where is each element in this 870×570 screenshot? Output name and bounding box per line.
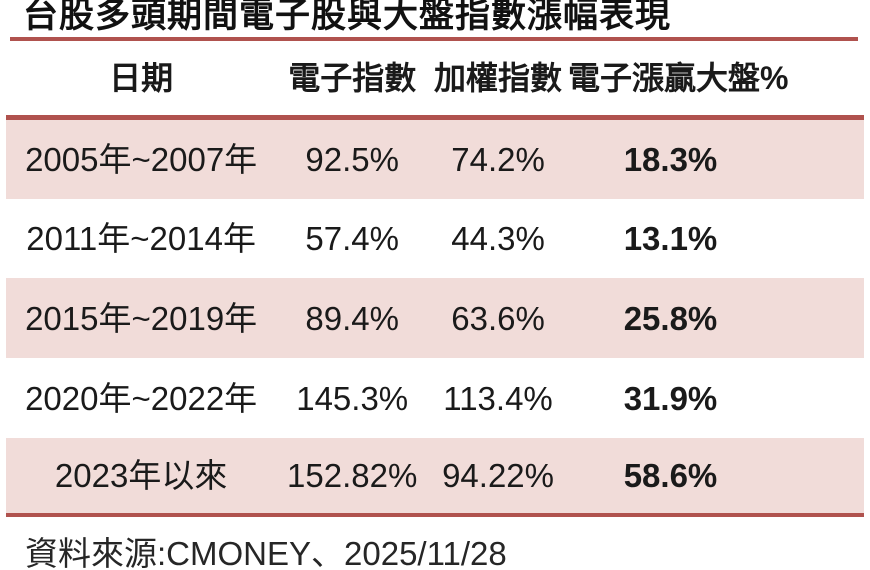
table-row: 2020年~2022年 145.3% 113.4% 31.9% [6, 358, 864, 438]
cell-weighted-index: 44.3% [451, 220, 545, 257]
cell-period: 2023年以來 [54, 457, 228, 494]
cell-weighted-index: 113.4% [443, 379, 553, 417]
source-note: 資料來源:CMONEY、2025/11/28 [25, 535, 507, 570]
performance-table: 日期 電子指數 加權指數 電子漲贏大盤% 2005年~2007年 92.5% 7… [6, 41, 864, 517]
cell-outperformance: 58.6% [623, 457, 718, 494]
cell-electronics-index: 145.3% [296, 379, 409, 417]
cell-outperformance: 31.9% [623, 379, 718, 417]
column-header-weighted-index: 加權指數 [434, 60, 563, 96]
cell-period: 2011年~2014年 [26, 220, 256, 257]
cell-weighted-index: 94.22% [442, 457, 555, 494]
cell-period: 2020年~2022年 [25, 379, 258, 417]
column-header-electronics-index: 電子指數 [288, 60, 417, 96]
column-header-outperformance: 電子漲贏大盤% [567, 60, 789, 96]
page-title: 台股多頭期間電子股與大盤指數漲幅表現 [23, 0, 672, 35]
table-row: 2005年~2007年 92.5% 74.2% 18.3% [6, 120, 864, 199]
cell-weighted-index: 63.6% [451, 299, 545, 337]
cell-weighted-index: 74.2% [451, 141, 545, 178]
table-bottom-divider [6, 513, 864, 517]
cell-period: 2005年~2007年 [25, 141, 258, 178]
table-row: 2011年~2014年 57.4% 44.3% 13.1% [6, 199, 864, 278]
header-divider [6, 115, 864, 120]
title-divider [10, 37, 858, 41]
cell-outperformance: 13.1% [623, 220, 718, 257]
table-header-row: 日期 電子指數 加權指數 電子漲贏大盤% [6, 41, 864, 115]
cell-outperformance: 25.8% [623, 299, 718, 337]
cell-electronics-index: 152.82% [287, 457, 418, 494]
cell-electronics-index: 57.4% [305, 220, 399, 257]
cell-outperformance: 18.3% [623, 141, 718, 178]
cell-electronics-index: 89.4% [305, 299, 399, 337]
table-row: 2015年~2019年 89.4% 63.6% 25.8% [6, 278, 864, 358]
cell-electronics-index: 92.5% [305, 141, 399, 178]
column-header-date: 日期 [109, 60, 174, 96]
cell-period: 2015年~2019年 [25, 299, 258, 337]
table-row: 2023年以來 152.82% 94.22% 58.6% [6, 438, 864, 513]
